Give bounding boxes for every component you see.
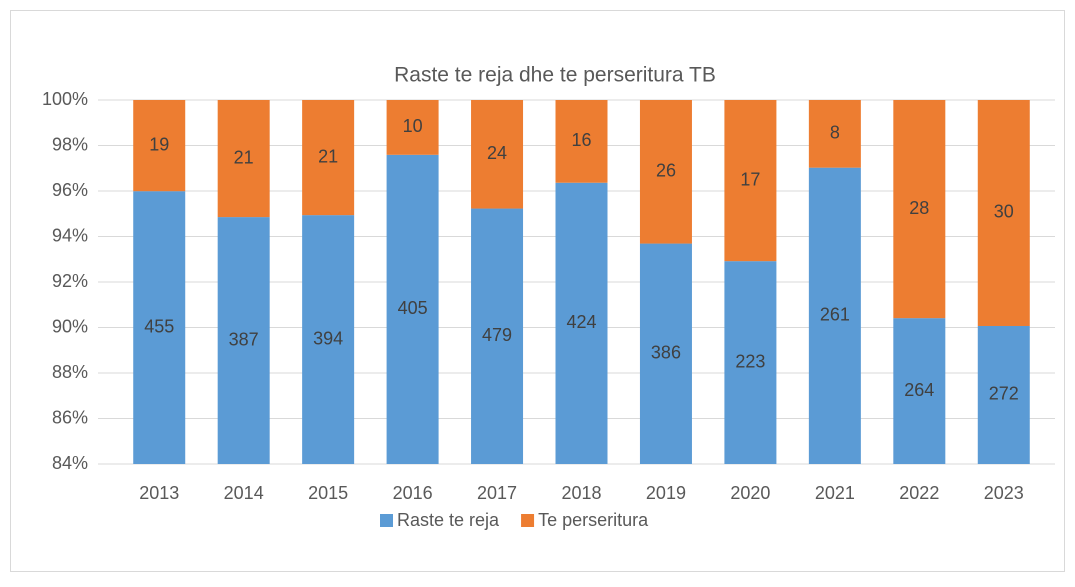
- bar-segment: [808, 167, 861, 464]
- bar-segment: [893, 100, 946, 319]
- x-tick-label: 2013: [139, 483, 179, 503]
- chart-border: [10, 10, 1065, 572]
- bar-segment: [217, 217, 270, 464]
- data-label: 455: [144, 316, 174, 336]
- bar-segment: [555, 100, 608, 183]
- data-label: 26: [656, 161, 676, 181]
- bar-segment: [977, 100, 1030, 326]
- data-label: 8: [830, 123, 840, 143]
- data-label: 387: [229, 329, 259, 349]
- data-label: 28: [909, 198, 929, 218]
- data-label: 394: [313, 328, 343, 348]
- y-tick-label: 96%: [52, 180, 88, 200]
- data-label: 386: [651, 343, 681, 363]
- x-tick-label: 2021: [815, 483, 855, 503]
- bar-segment: [386, 100, 439, 155]
- x-tick-label: 2014: [224, 483, 264, 503]
- legend-label: Te perseritura: [538, 510, 649, 530]
- data-label: 21: [234, 147, 254, 167]
- y-tick-label: 86%: [52, 407, 88, 427]
- bar-segment: [133, 191, 186, 464]
- data-label: 424: [566, 312, 596, 332]
- bar-segment: [302, 100, 355, 216]
- y-tick-label: 98%: [52, 134, 88, 154]
- x-tick-label: 2022: [899, 483, 939, 503]
- data-label: 264: [904, 380, 934, 400]
- data-label: 30: [994, 202, 1014, 222]
- y-tick-label: 90%: [52, 316, 88, 336]
- legend-label: Raste te reja: [397, 510, 500, 530]
- x-tick-label: 2020: [730, 483, 770, 503]
- y-tick-label: 100%: [42, 89, 88, 109]
- chart-title: Raste te reja dhe te perseritura TB: [394, 64, 716, 87]
- bar-segment: [977, 325, 1030, 464]
- data-label: 16: [571, 130, 591, 150]
- bar-segment: [639, 243, 692, 464]
- y-tick-label: 92%: [52, 271, 88, 291]
- data-label: 17: [740, 169, 760, 189]
- y-tick-label: 94%: [52, 225, 88, 245]
- bar-segment: [555, 182, 608, 464]
- data-label: 479: [482, 325, 512, 345]
- bar-segment: [724, 100, 777, 262]
- data-label: 19: [149, 134, 169, 154]
- bar-segment: [808, 100, 861, 168]
- bar-segment: [386, 154, 439, 464]
- data-label: 261: [820, 305, 850, 325]
- x-tick-label: 2016: [393, 483, 433, 503]
- bar-segment: [471, 100, 524, 209]
- data-label: 272: [989, 384, 1019, 404]
- data-label: 24: [487, 143, 507, 163]
- bar-segment: [639, 100, 692, 244]
- data-label: 21: [318, 146, 338, 166]
- x-tick-label: 2023: [984, 483, 1024, 503]
- bar-segment: [133, 100, 186, 192]
- data-label: 405: [398, 298, 428, 318]
- bar-segment: [724, 261, 777, 464]
- bar-segment: [893, 318, 946, 464]
- bar-segment: [471, 208, 524, 464]
- legend-swatch: [521, 514, 535, 527]
- x-tick-label: 2015: [308, 483, 348, 503]
- data-label: 10: [403, 116, 423, 136]
- x-tick-label: 2017: [477, 483, 517, 503]
- data-label: 223: [735, 351, 765, 371]
- x-tick-label: 2019: [646, 483, 686, 503]
- y-tick-label: 84%: [52, 453, 88, 473]
- legend-swatch: [380, 514, 393, 527]
- x-tick-label: 2018: [561, 483, 601, 503]
- bar-segment: [302, 215, 355, 464]
- y-tick-label: 88%: [52, 362, 88, 382]
- bar-segment: [217, 100, 270, 218]
